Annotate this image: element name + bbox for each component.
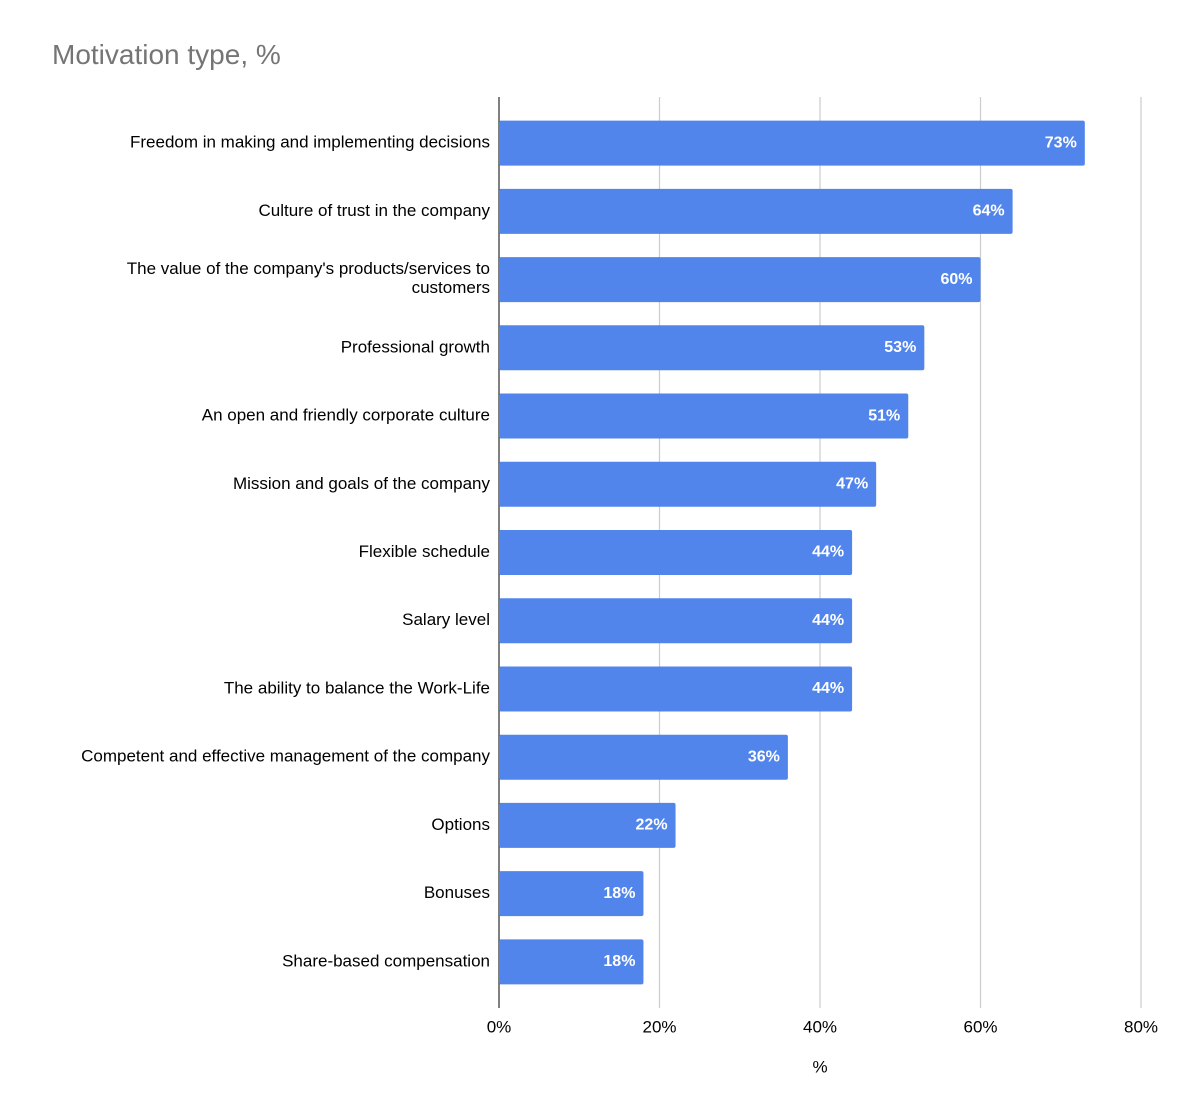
- y-tick-label: Mission and goals of the company: [233, 474, 491, 493]
- bar: [499, 598, 853, 644]
- data-label: 60%: [940, 271, 972, 288]
- bar: [499, 666, 853, 712]
- y-tick-label: Options: [431, 815, 490, 834]
- bar: [499, 461, 877, 507]
- y-tick-label: Flexible schedule: [359, 542, 490, 561]
- y-tick-label: Professional growth: [341, 337, 490, 356]
- data-label: 73%: [1045, 134, 1077, 151]
- data-label: 47%: [836, 475, 868, 492]
- y-tick-label: Freedom in making and implementing decis…: [130, 133, 490, 152]
- data-label: 22%: [636, 817, 668, 834]
- bar: [499, 530, 853, 575]
- x-tick-label: 80%: [1124, 1017, 1158, 1036]
- y-tick-label: Culture of trust in the company: [258, 201, 490, 220]
- data-label: 53%: [884, 339, 916, 356]
- y-tick-label: Share-based compensation: [282, 951, 490, 970]
- data-label: 44%: [812, 680, 844, 697]
- x-tick-label: 0%: [487, 1017, 512, 1036]
- y-tick-label: Salary level: [402, 610, 490, 629]
- x-tick-label: 20%: [642, 1017, 676, 1036]
- bar: [499, 257, 981, 303]
- x-tick-label: 40%: [803, 1017, 837, 1036]
- x-tick-label: 60%: [963, 1017, 997, 1036]
- bar: [499, 802, 676, 848]
- data-label: 44%: [812, 544, 844, 561]
- data-label: 51%: [868, 407, 900, 424]
- data-label: 64%: [973, 203, 1005, 220]
- bar: [499, 325, 925, 371]
- bar: [499, 734, 788, 780]
- y-tick-label: The value of the company's products/serv…: [127, 260, 490, 298]
- data-label: 18%: [603, 885, 635, 902]
- y-tick-label: An open and friendly corporate culture: [202, 406, 490, 425]
- data-label: 36%: [748, 748, 780, 765]
- bar: [499, 939, 644, 985]
- x-axis-title: %: [812, 1057, 827, 1076]
- y-tick-label: The ability to balance the Work-Life: [224, 678, 490, 697]
- bar: [499, 393, 909, 439]
- y-tick-label: Competent and effective management of th…: [81, 747, 490, 766]
- y-tick-label: Bonuses: [424, 883, 490, 902]
- bar: [499, 871, 644, 917]
- data-label: 18%: [603, 953, 635, 970]
- chart-title: Motivation type, %: [52, 39, 281, 70]
- data-label: 44%: [812, 612, 844, 629]
- bar: [499, 120, 1085, 166]
- bar: [499, 188, 1013, 234]
